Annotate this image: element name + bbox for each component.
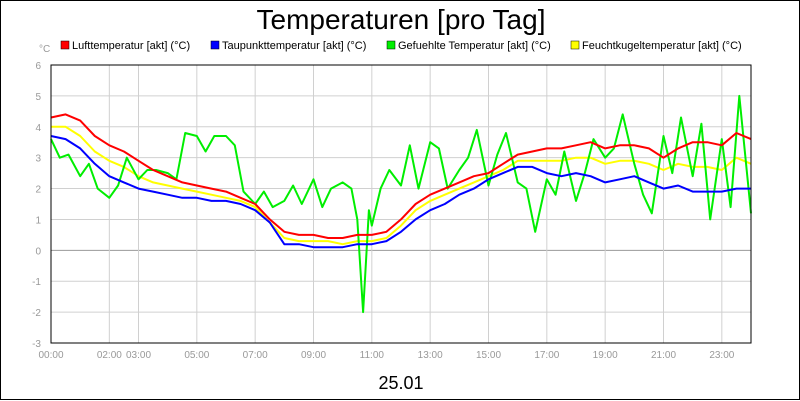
x-tick-label: 21:00 — [651, 350, 676, 361]
grid — [50, 64, 751, 344]
y-tick-label: -1 — [32, 277, 41, 288]
plot-border — [50, 64, 752, 344]
series-lines — [50, 94, 752, 314]
x-tick-label: 00:00 — [38, 350, 63, 361]
x-tick-label: 13:00 — [418, 350, 443, 361]
x-tick-label: 11:00 — [360, 350, 385, 361]
y-tick-label: 6 — [35, 61, 41, 72]
legend-swatch — [570, 40, 580, 50]
x-tick-label: 05:00 — [184, 350, 209, 361]
series-line-1 — [50, 135, 751, 249]
y-tick-label: 5 — [35, 92, 41, 103]
legend-label: Lufttemperatur [akt] (°C) — [72, 40, 190, 52]
legend-label: Gefuehlte Temperatur [akt] (°C) — [398, 40, 551, 52]
y-axis-ticks: -3 -2 -1 0 1 2 3 4 5 6 — [32, 61, 41, 350]
legend-swatch — [60, 40, 70, 50]
y-tick-label: 4 — [35, 123, 41, 134]
legend-label: Taupunkttemperatur [akt] (°C) — [222, 40, 366, 52]
y-tick-label: 0 — [35, 246, 41, 257]
y-tick-label: 2 — [35, 185, 41, 196]
legend-swatch — [386, 40, 396, 50]
y-tick-label: 1 — [35, 215, 41, 226]
x-tick-label: 09:00 — [301, 350, 326, 361]
legend-swatch — [210, 40, 220, 50]
x-tick-label: 02:00 — [97, 350, 122, 361]
y-axis-unit: °C — [39, 44, 50, 55]
x-tick-label: 07:00 — [243, 350, 268, 361]
x-tick-label: 03:00 — [126, 350, 151, 361]
legend-label: Feuchtkugeltemperatur [akt] (°C) — [582, 40, 742, 52]
y-tick-label: -3 — [32, 339, 41, 350]
y-tick-label: 3 — [35, 154, 41, 165]
date-label: 25.01 — [378, 373, 423, 393]
x-tick-label: 23:00 — [709, 350, 734, 361]
x-tick-label: 19:00 — [593, 350, 618, 361]
y-tick-label: -2 — [32, 308, 41, 319]
x-tick-label: 15:00 — [476, 350, 501, 361]
legend: Lufttemperatur [akt] (°C) Taupunkttempera… — [60, 40, 742, 52]
chart-title: Temperaturen [pro Tag] — [257, 4, 546, 35]
x-axis-ticks: 00:00 02:00 03:00 05:00 07:00 09:00 11:00 13:00… — [38, 350, 734, 361]
series-line-2 — [50, 94, 752, 314]
series-line-0 — [50, 113, 752, 239]
x-tick-label: 17:00 — [534, 350, 559, 361]
